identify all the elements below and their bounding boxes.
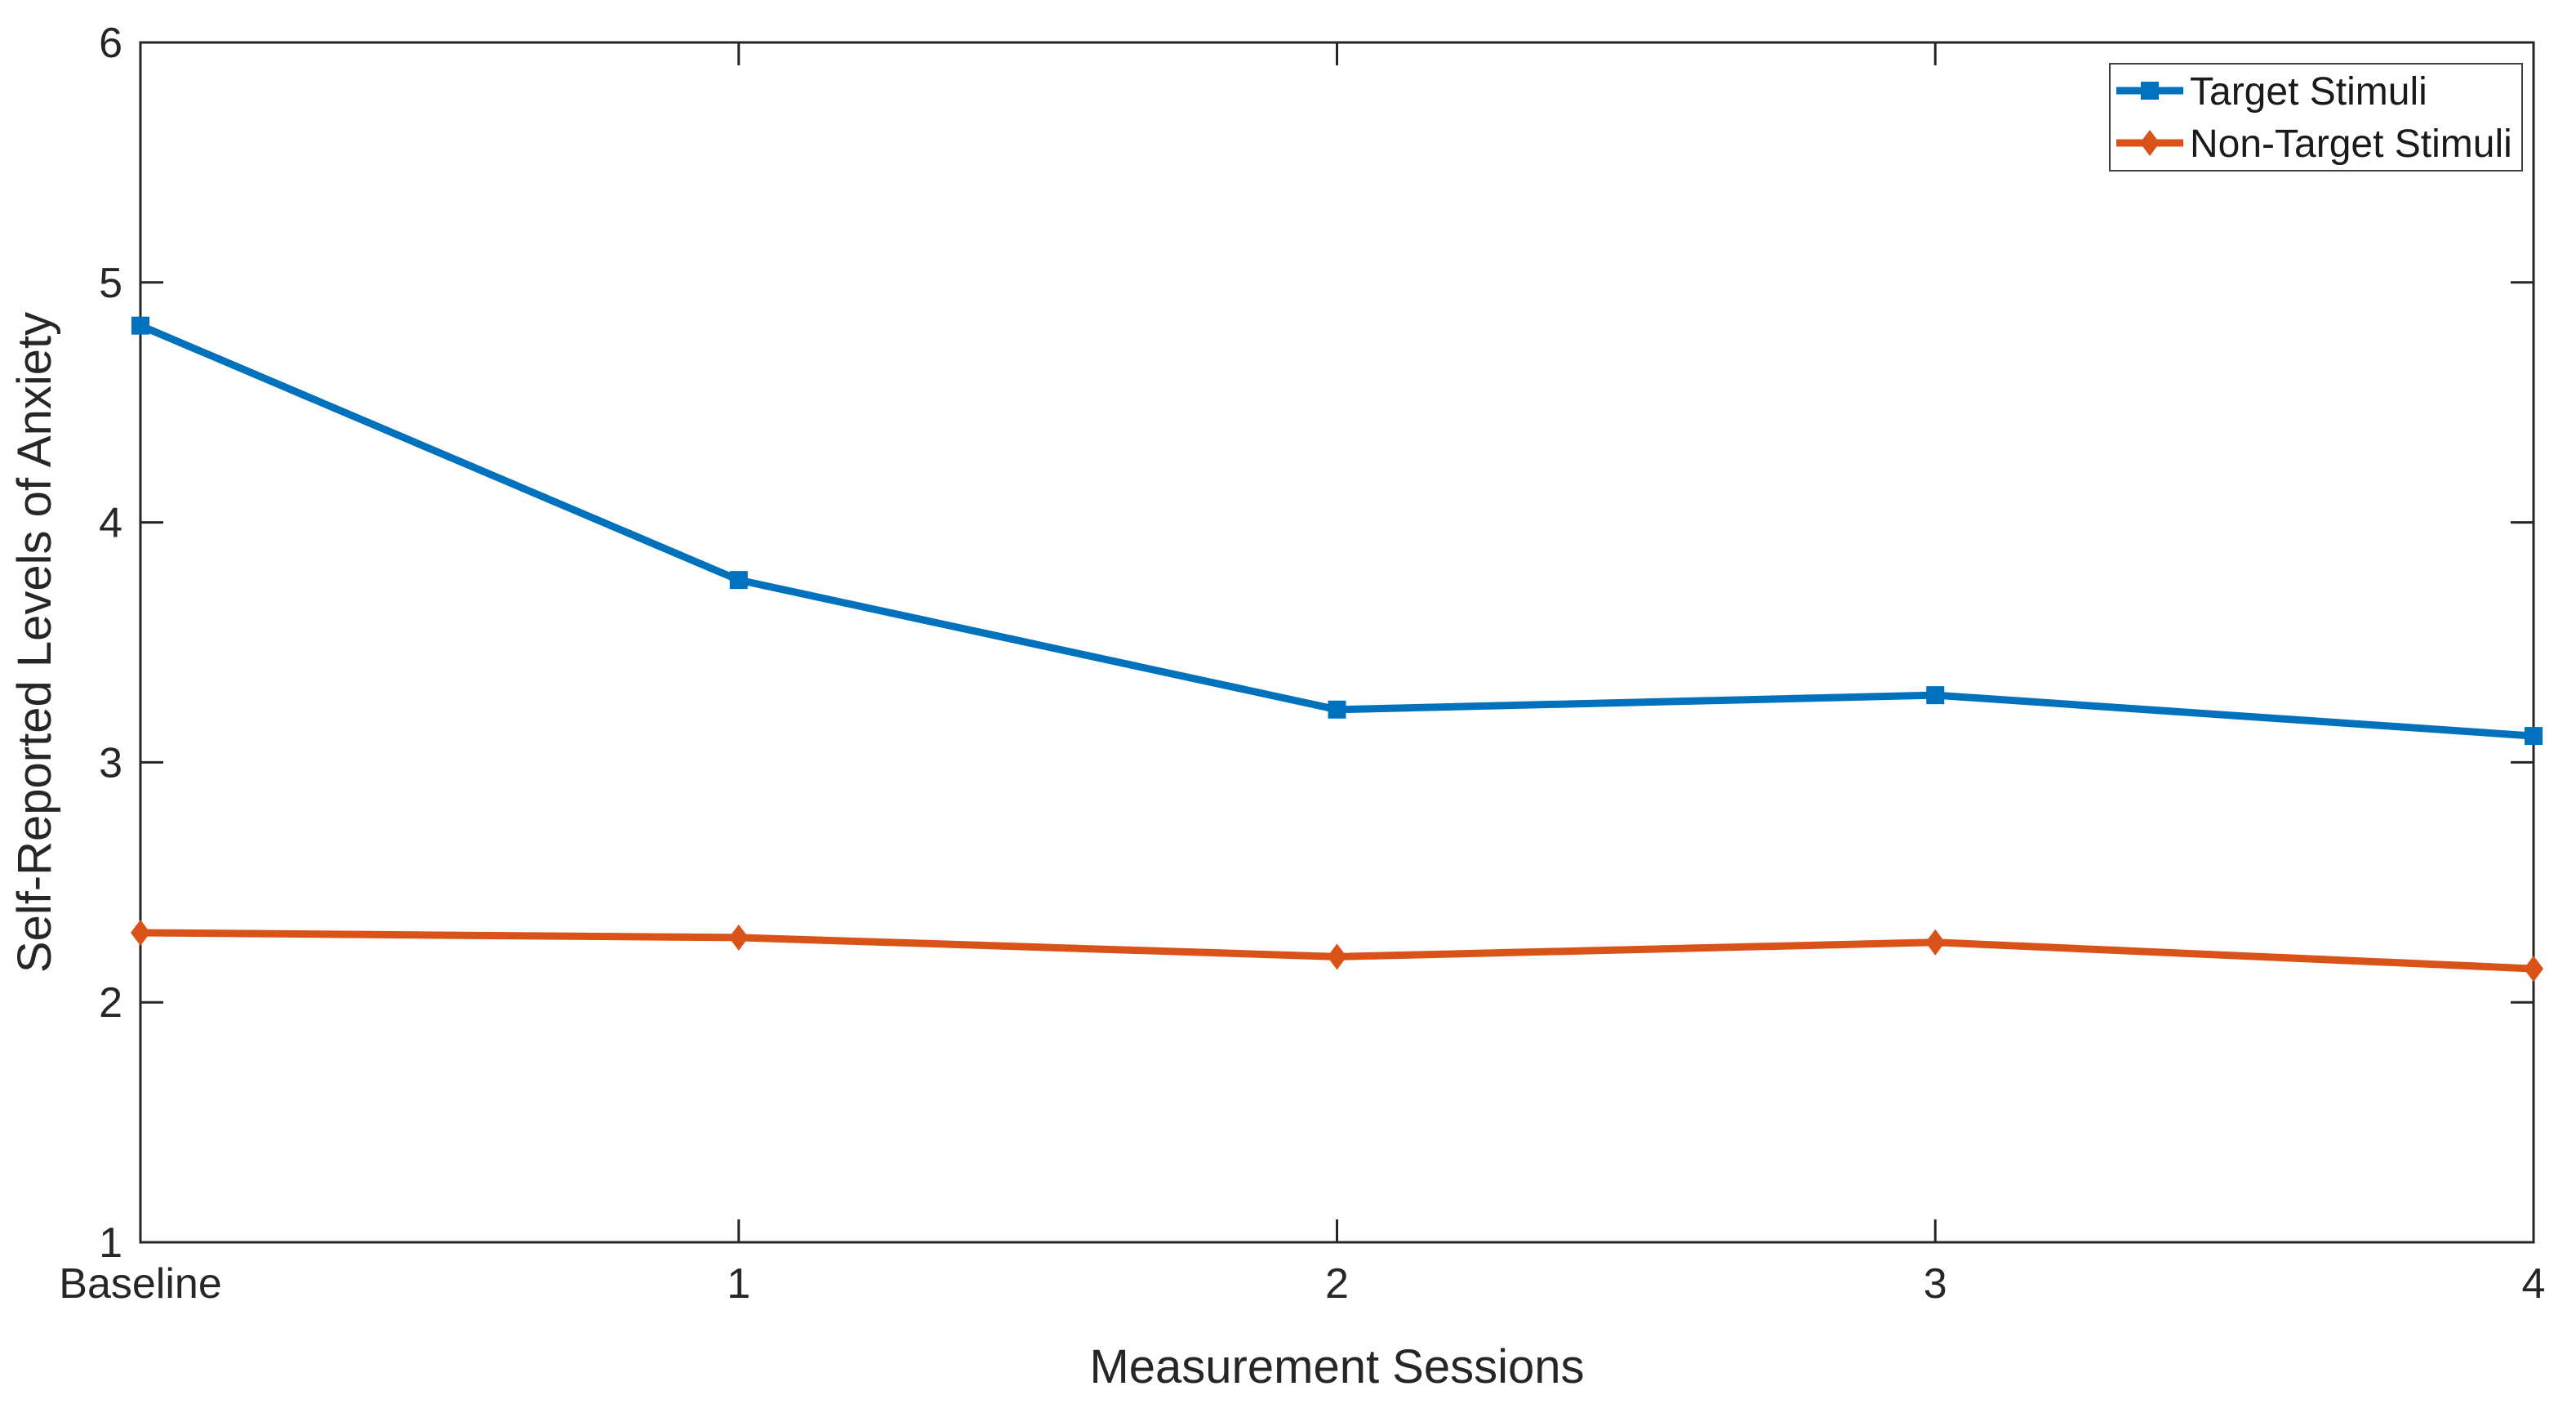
data-point-diamond — [131, 919, 150, 946]
axes-frame — [139, 41, 2535, 1244]
y-tick-label: 4 — [99, 500, 122, 547]
legend-box — [2109, 63, 2523, 172]
legend-marker-diamond — [2140, 130, 2160, 156]
data-point-square — [131, 316, 149, 335]
y-tick-label: 3 — [99, 739, 122, 787]
y-tick-label: 2 — [99, 979, 122, 1027]
y-tick-label: 5 — [99, 260, 122, 307]
legend-label: Non-Target Stimuli — [2190, 123, 2512, 166]
x-tick-label: 1 — [727, 1260, 750, 1308]
data-point-square — [2525, 727, 2543, 746]
y-axis-title: Self-Reported Levels of Anxiety — [8, 312, 61, 973]
data-point-square — [1328, 700, 1346, 719]
y-tick-label: 6 — [99, 20, 122, 67]
series-line-square — [139, 322, 2534, 740]
legend-label: Target Stimuli — [2190, 70, 2427, 114]
data-point-diamond — [1925, 929, 1946, 956]
x-tick-label: 3 — [1924, 1260, 1947, 1308]
x-tick-label: 2 — [1325, 1260, 1349, 1308]
data-point-diamond — [1327, 943, 1347, 970]
y-tick-label: 1 — [99, 1219, 122, 1267]
data-point-square — [729, 571, 748, 590]
data-point-square — [1926, 686, 1945, 705]
data-point-diamond — [728, 924, 749, 951]
x-tick-label: Baseline — [59, 1260, 221, 1308]
x-axis-title: Measurement Sessions — [1089, 1340, 1584, 1393]
data-point-diamond — [2524, 956, 2543, 983]
x-tick-label: 4 — [2522, 1260, 2546, 1308]
legend-marker-square — [2141, 82, 2159, 100]
